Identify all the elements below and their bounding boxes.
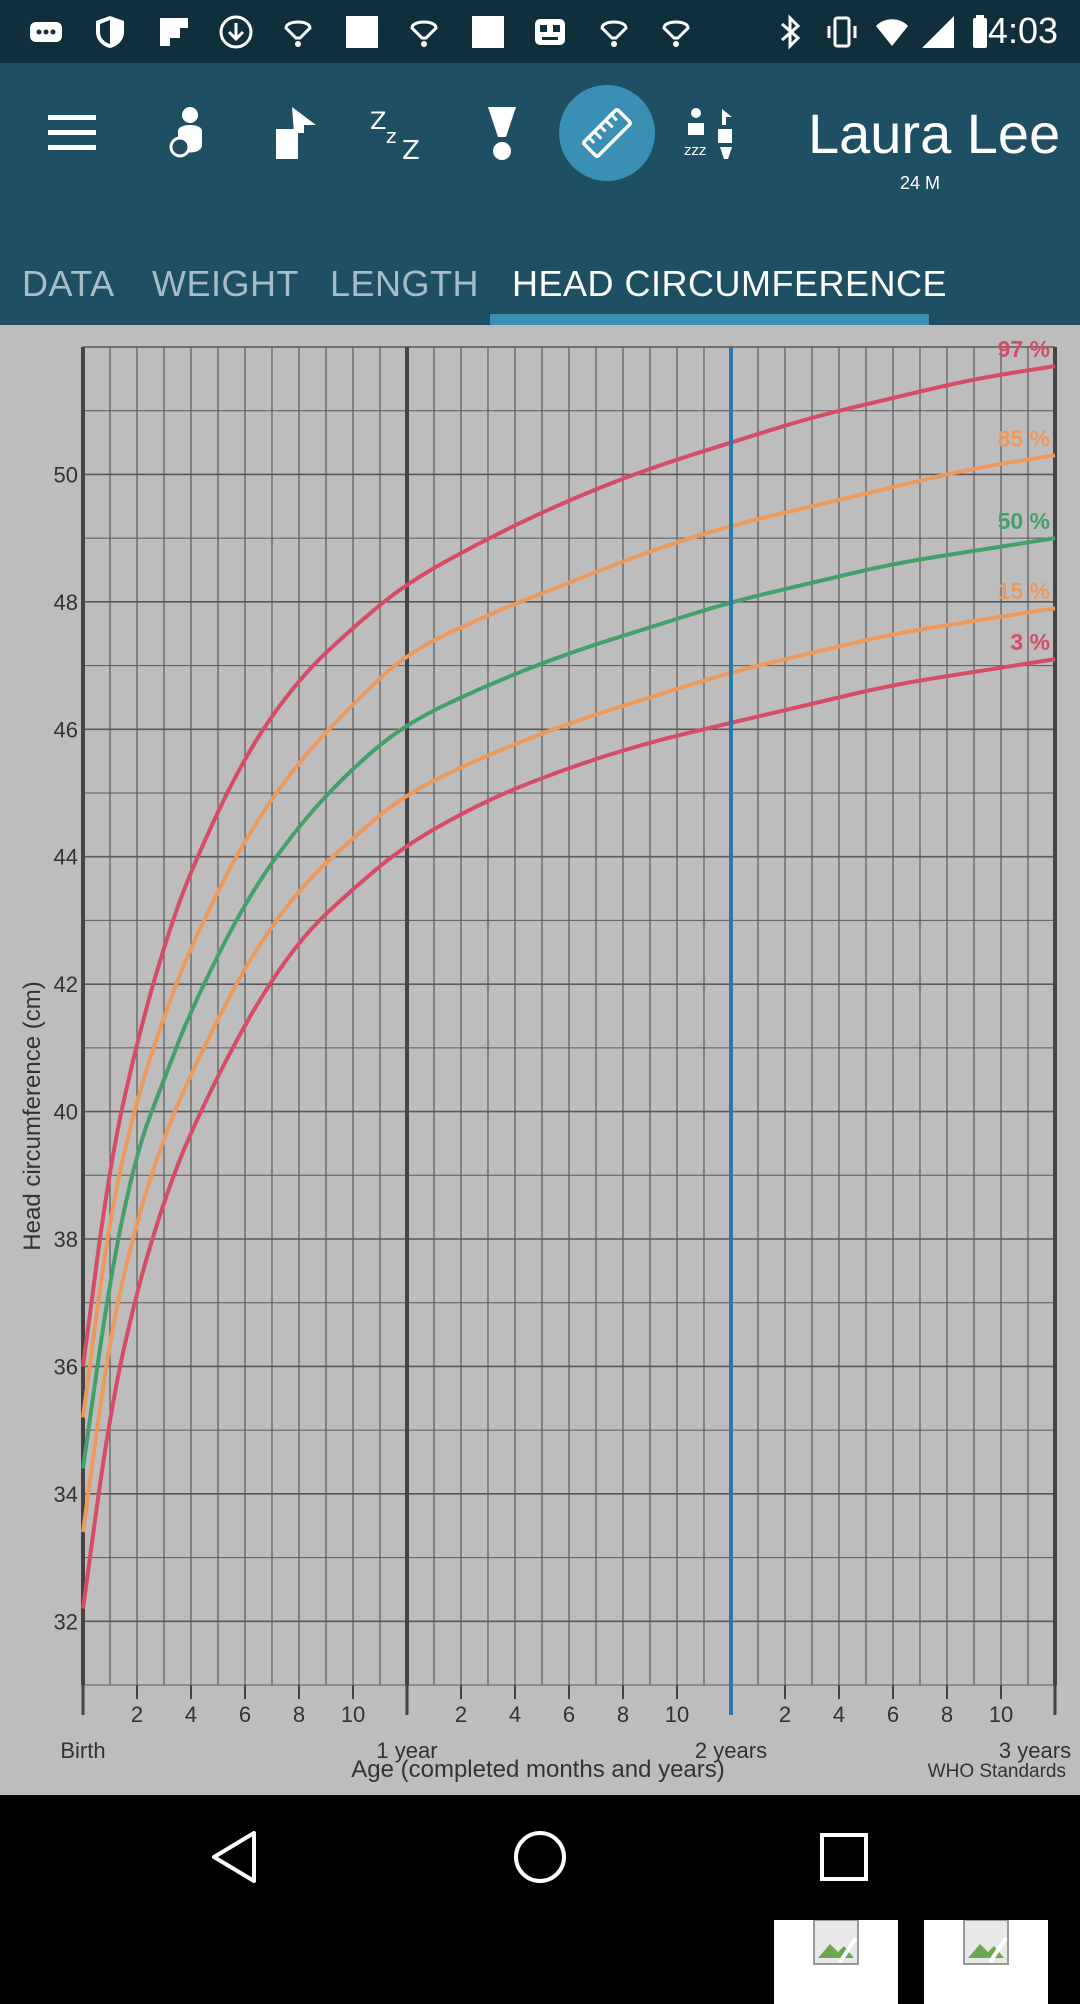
percentile-curve-3 — [81, 606, 1056, 1533]
svg-text:z: z — [386, 124, 397, 148]
activities-icon: zzz — [684, 108, 732, 159]
wifi-icon — [876, 19, 908, 46]
tab-weight[interactable]: WEIGHT — [152, 263, 299, 304]
blank-icon — [346, 16, 378, 48]
y-tick-label: 40 — [54, 1100, 78, 1125]
system-nav-bar — [0, 1795, 1080, 1920]
measurements-button[interactable] — [559, 85, 655, 181]
more-icon — [30, 22, 62, 42]
x-tick-label: 10 — [341, 1702, 365, 1727]
x-tick-label: 8 — [941, 1702, 953, 1727]
x-major-label: Birth — [60, 1738, 105, 1763]
download-icon — [219, 15, 253, 49]
diaper-button[interactable] — [246, 85, 342, 181]
x-tick-label: 6 — [563, 1702, 575, 1727]
tab-head-circumference[interactable]: HEAD CIRCUMFERENCE — [512, 263, 948, 304]
y-axis-label: Head circumference (cm) — [19, 981, 46, 1250]
x-tick-label: 8 — [617, 1702, 629, 1727]
svg-text:Z: Z — [402, 136, 420, 163]
x-tick-label: 2 — [779, 1702, 791, 1727]
lamp-icon — [662, 20, 690, 47]
x-major-label: 1 year — [376, 1738, 437, 1763]
diaper-icon — [276, 107, 316, 159]
percentile-label: 85 % — [998, 425, 1050, 451]
profile-age: 24 M — [900, 173, 941, 193]
y-tick-label: 48 — [54, 590, 78, 615]
flipboard-icon — [160, 18, 188, 46]
tab-data[interactable]: DATA — [22, 263, 115, 304]
menu-button[interactable] — [24, 85, 120, 181]
home-icon[interactable] — [508, 1825, 572, 1889]
feeding-button[interactable] — [140, 85, 236, 181]
profile-name[interactable]: Laura Lee — [808, 102, 1061, 165]
x-tick-label: 8 — [293, 1702, 305, 1727]
x-tick-label: 4 — [509, 1702, 521, 1727]
ruler-icon — [582, 108, 632, 158]
tab-length[interactable]: LENGTH — [330, 263, 480, 304]
bottle-icon — [488, 107, 516, 160]
y-tick-label: 38 — [54, 1227, 78, 1252]
battery-icon — [973, 15, 987, 48]
bottle-button[interactable] — [454, 85, 550, 181]
x-axis-label: Age (completed months and years) — [351, 1756, 725, 1783]
menu-icon — [48, 115, 96, 150]
broken-image-icon — [813, 1919, 859, 1965]
percentile-curve-2 — [81, 536, 1056, 1469]
x-major-label: 3 years — [999, 1738, 1071, 1763]
vibrate-icon — [827, 16, 857, 48]
percentile-curve-4 — [81, 657, 1056, 1609]
tab-bar: DATA WEIGHT LENGTH HEAD CIRCUMFERENCE — [0, 243, 1080, 325]
lamp-icon — [410, 20, 438, 47]
x-tick-label: 6 — [239, 1702, 251, 1727]
percentile-curve-0 — [81, 364, 1056, 1367]
y-tick-label: 34 — [54, 1482, 78, 1507]
svg-text:zzz: zzz — [684, 143, 706, 159]
growth-chart: 32 34 36 38 40 42 44 46 48 50 2 4 6 8 10 2 4 6 8 10 2 4 6 8 10 Bi… — [0, 325, 1080, 2004]
y-tick-label: 32 — [54, 1609, 78, 1634]
activities-button[interactable]: zzz — [664, 85, 760, 181]
blank-icon — [472, 16, 504, 48]
x-tick-label: 4 — [833, 1702, 845, 1727]
shield-icon — [96, 16, 124, 48]
feeding-icon — [169, 107, 202, 158]
y-tick-label: 44 — [54, 845, 78, 870]
source-note: WHO Standards — [928, 1761, 1066, 1782]
x-major-label: 2 years — [695, 1738, 767, 1763]
y-tick-label: 46 — [54, 717, 78, 742]
x-tick-label: 6 — [887, 1702, 899, 1727]
x-tick-label: 4 — [185, 1702, 197, 1727]
bluetooth-icon — [781, 14, 801, 50]
x-tick-label: 10 — [989, 1702, 1013, 1727]
broken-image-icon — [963, 1919, 1009, 1965]
y-tick-label: 36 — [54, 1354, 78, 1379]
x-tick-label: 10 — [665, 1702, 689, 1727]
percentile-label: 15 % — [998, 578, 1050, 604]
lamp-icon — [600, 20, 628, 47]
y-tick-label: 42 — [54, 972, 78, 997]
percentile-label: 97 % — [998, 336, 1050, 362]
lamp-icon — [284, 20, 312, 47]
x-tick-label: 2 — [131, 1702, 143, 1727]
status-bar: 4:03 — [0, 0, 1080, 63]
back-icon[interactable] — [204, 1825, 268, 1889]
recents-icon[interactable] — [812, 1825, 876, 1889]
y-tick-label: 50 — [54, 462, 78, 487]
percentile-label: 50 % — [998, 508, 1050, 534]
sleep-icon: Zz Z — [370, 107, 420, 163]
percentile-label: 3 % — [1010, 629, 1050, 655]
percentile-curve-1 — [81, 453, 1056, 1418]
signal-icon — [922, 16, 954, 48]
robot-icon — [535, 19, 565, 45]
x-tick-label: 2 — [455, 1702, 467, 1727]
svg-text:Z: Z — [370, 107, 386, 135]
tab-indicator — [490, 314, 929, 325]
status-time: 4:03 — [987, 10, 1058, 51]
